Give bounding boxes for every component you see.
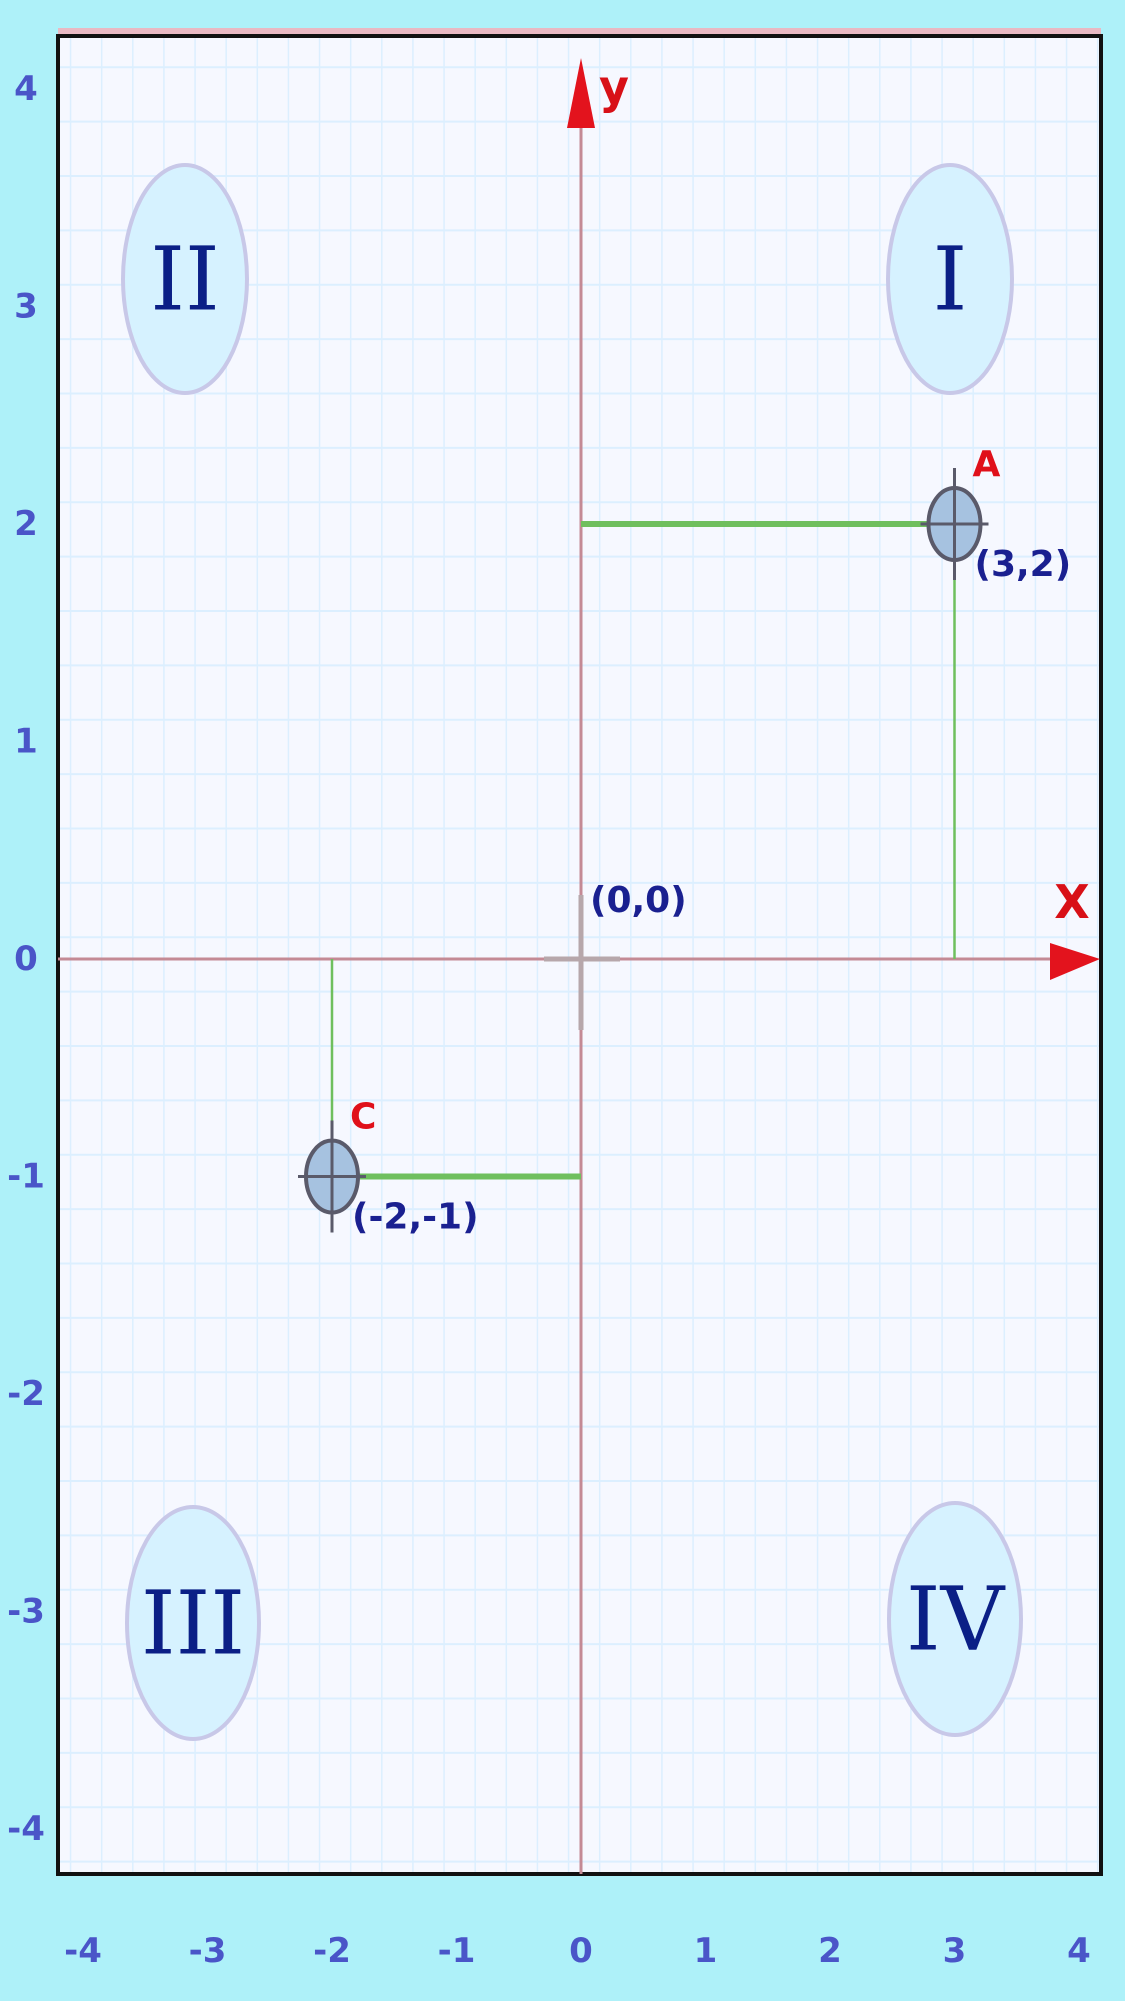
- point-a: A (3,2): [581, 444, 1071, 959]
- point-name: C: [350, 1097, 376, 1138]
- x-axis-label: X: [1054, 875, 1089, 929]
- quadrant-iv-label: IV: [906, 1568, 1006, 1671]
- x-tick-label: -1: [438, 1931, 476, 1971]
- y-tick-labels: 4 3 2 1 0 -1 -2 -3 -4: [7, 69, 45, 1849]
- x-tick-label: -3: [189, 1931, 227, 1971]
- x-tick-label: 4: [1067, 1931, 1091, 1971]
- quadrant-i: I: [886, 163, 1014, 395]
- point-coordinate-label: (-2,-1): [352, 1197, 479, 1238]
- point-name: A: [973, 444, 1001, 485]
- y-tick-label: 0: [14, 939, 38, 979]
- quadrant-iii: III: [125, 1505, 261, 1741]
- point-c: C (-2,-1): [298, 959, 581, 1238]
- plotted-points: A (3,2) C (-2,-1): [298, 444, 1071, 1238]
- y-tick-label: 1: [14, 722, 38, 762]
- y-tick-label: -1: [7, 1157, 45, 1197]
- x-tick-label: -4: [64, 1931, 102, 1971]
- origin-label: (0,0): [590, 880, 687, 921]
- x-axis-arrow-icon: [1050, 943, 1100, 980]
- y-tick-label: -2: [7, 1374, 45, 1414]
- x-tick-labels: -4 -3 -2 -1 0 1 2 3 4: [64, 1931, 1091, 1971]
- y-tick-label: -3: [7, 1592, 45, 1632]
- y-tick-label: -4: [7, 1809, 45, 1849]
- quadrant-ii: II: [121, 163, 249, 395]
- quadrant-ii-label: II: [150, 228, 220, 331]
- y-tick-label: 4: [14, 69, 38, 109]
- x-tick-label: 2: [818, 1931, 842, 1971]
- point-coordinate-label: (3,2): [975, 544, 1072, 585]
- x-tick-label: 3: [943, 1931, 967, 1971]
- y-tick-label: 2: [14, 504, 38, 544]
- x-tick-label: 0: [569, 1931, 593, 1971]
- y-axis-label: y: [599, 60, 629, 114]
- grid: [58, 36, 1101, 1874]
- quadrant-iii-label: III: [141, 1572, 245, 1675]
- x-tick-label: -2: [313, 1931, 351, 1971]
- quadrant-iv: IV: [887, 1501, 1023, 1737]
- y-axis-arrow-icon: [567, 58, 595, 128]
- y-tick-label: 3: [14, 287, 38, 327]
- quadrant-i-label: I: [933, 228, 968, 331]
- x-tick-label: 1: [694, 1931, 718, 1971]
